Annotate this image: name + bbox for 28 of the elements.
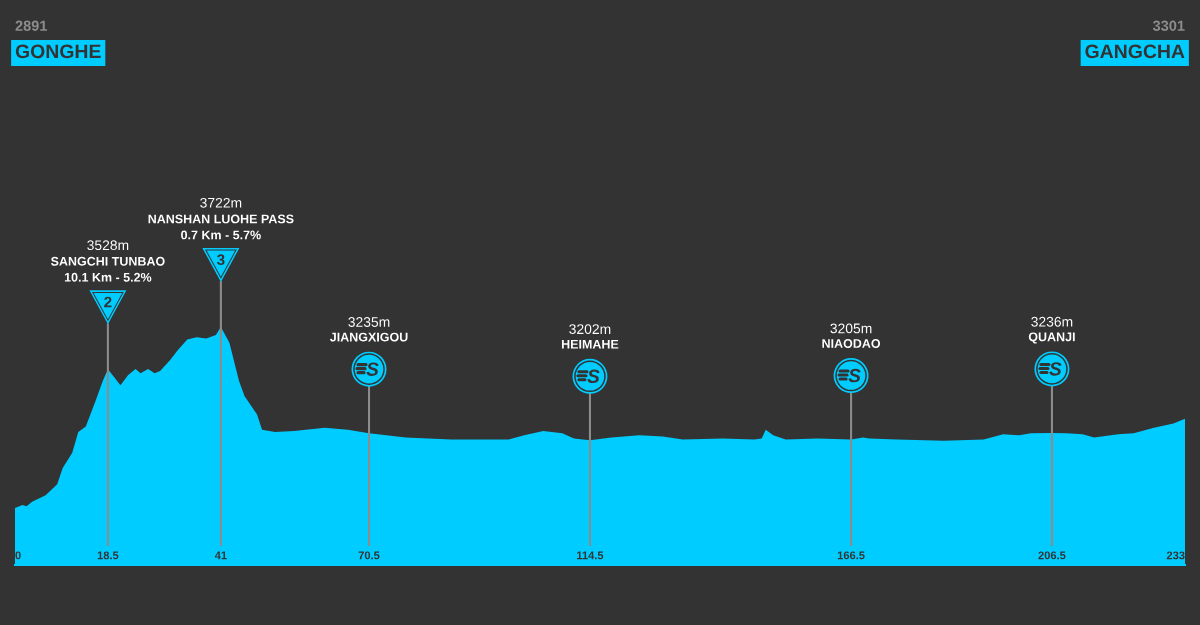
text: GONGHE: [15, 44, 101, 59]
text: NANSHAN LUOHE PASS: [148, 214, 294, 224]
text: 3722m: [200, 197, 242, 208]
x-tick-label: 70.5: [358, 551, 380, 560]
x-tick-label: 233: [1166, 551, 1185, 560]
text: 0.7 Km - 5.7%: [181, 230, 261, 240]
annotation: NIAODAO: [822, 339, 881, 348]
text: 3301: [1152, 20, 1185, 31]
text: 3236m: [1031, 316, 1073, 327]
text: 2891: [15, 20, 48, 31]
annotation: 3202m: [569, 324, 611, 335]
x-tick-label: 0: [15, 551, 21, 560]
x-tick-label: 41: [214, 551, 227, 560]
text: 3235m: [348, 317, 390, 327]
annotation: JIANGXIGOU: [329, 332, 408, 342]
text: 3528m: [87, 240, 129, 251]
x-tick-label: 114.5: [577, 551, 604, 560]
annotation: 3205m: [830, 323, 872, 334]
text: GANGCHA: [1085, 44, 1185, 59]
x-tick-label: 206.5: [1038, 551, 1066, 560]
text: 2: [104, 296, 112, 308]
text: SANGCHI TUNBAO: [50, 256, 165, 266]
x-tick-label: 18.5: [97, 551, 119, 560]
x-tick-label: 166.5: [837, 551, 865, 560]
annotation: QUANJI: [1028, 332, 1075, 344]
text: 3: [216, 254, 225, 266]
text: 10.1 Km - 5.2%: [64, 272, 152, 282]
annotation: HEIMAHE: [561, 339, 619, 349]
